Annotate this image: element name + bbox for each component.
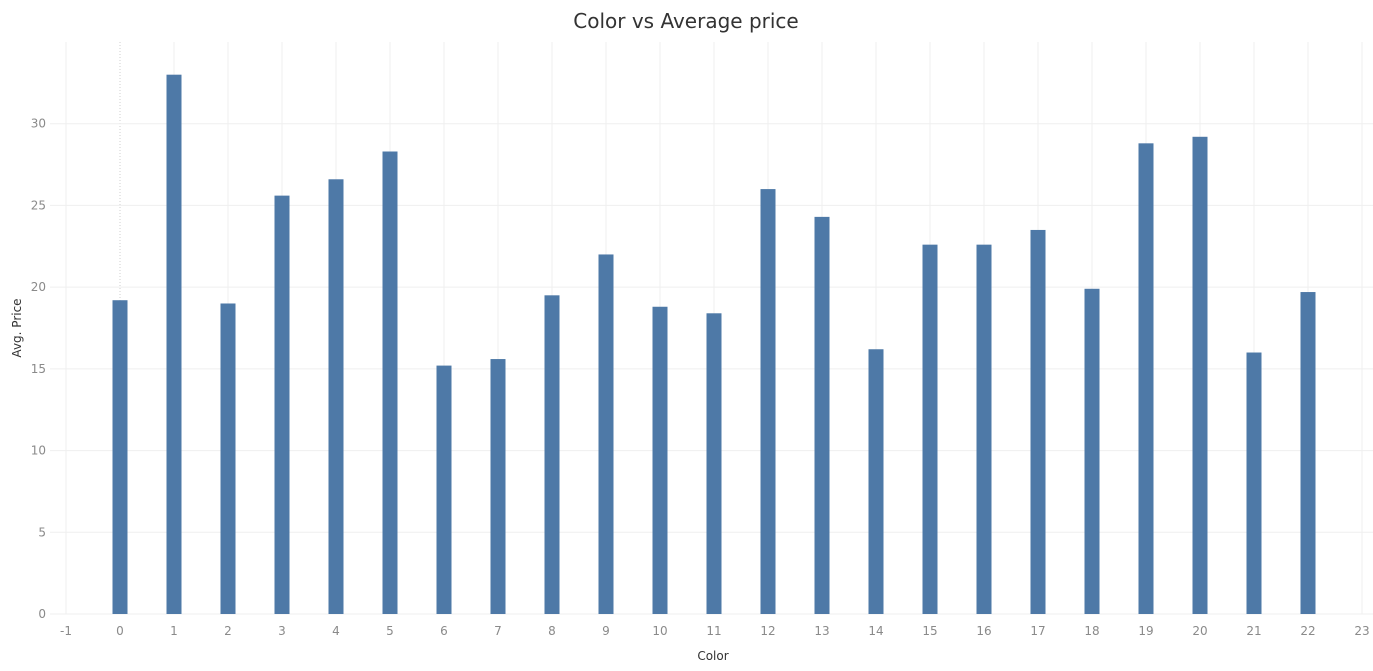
x-tick-label: 3	[278, 624, 286, 638]
x-tick-label: 7	[494, 624, 502, 638]
y-axis-ticks: 0 5 10 15 20 25 30	[31, 117, 46, 621]
x-tick-label: 21	[1246, 624, 1261, 638]
bar	[544, 295, 560, 614]
x-tick-label: 19	[1138, 624, 1153, 638]
bar	[1192, 136, 1208, 614]
x-tick-label: 16	[976, 624, 991, 638]
x-tick-label: 5	[386, 624, 394, 638]
x-tick-label: 17	[1030, 624, 1045, 638]
bar	[1030, 229, 1046, 614]
bars	[112, 74, 1316, 615]
x-axis-label: Color	[697, 649, 728, 663]
x-tick-label: 2	[224, 624, 232, 638]
bar	[1300, 292, 1316, 614]
bar	[1138, 143, 1154, 614]
bar	[760, 189, 776, 615]
x-tick-label: 6	[440, 624, 448, 638]
y-tick-label: 5	[38, 525, 46, 539]
y-axis-label: Avg. Price	[10, 298, 24, 357]
bar	[706, 313, 722, 614]
x-axis-ticks: -1 0 1 2 3 4 5 6 7 8 9 10 11 12 13 14 15 16 17 18 19 20 21 22 23	[60, 624, 1370, 638]
x-tick-label: 22	[1300, 624, 1315, 638]
bar	[220, 303, 236, 614]
x-tick-label: 11	[706, 624, 721, 638]
bar	[814, 216, 830, 614]
bar	[652, 306, 668, 614]
y-tick-label: 30	[31, 117, 46, 131]
x-tick-label: 18	[1084, 624, 1099, 638]
bar	[976, 244, 992, 614]
bar	[274, 195, 290, 614]
x-tick-label: 9	[602, 624, 610, 638]
x-tick-label: 12	[760, 624, 775, 638]
bar	[328, 179, 344, 614]
bar	[922, 244, 938, 614]
bar	[382, 151, 398, 615]
bar	[598, 254, 614, 614]
x-tick-label: 8	[548, 624, 556, 638]
x-tick-label: -1	[60, 624, 72, 638]
x-tick-label: 20	[1192, 624, 1207, 638]
x-tick-label: 13	[814, 624, 829, 638]
x-tick-label: 1	[170, 624, 178, 638]
y-tick-label: 10	[31, 444, 46, 458]
x-tick-label: 23	[1354, 624, 1369, 638]
y-tick-label: 0	[38, 607, 46, 621]
bar	[436, 365, 452, 614]
bar	[1084, 288, 1100, 614]
bar	[112, 300, 128, 614]
bar	[166, 74, 182, 614]
chart-title: Color vs Average price	[573, 9, 798, 33]
y-tick-label: 15	[31, 362, 46, 376]
bar	[868, 349, 884, 614]
y-tick-label: 25	[31, 198, 46, 212]
y-tick-label: 20	[31, 280, 46, 294]
x-tick-label: 4	[332, 624, 340, 638]
x-tick-label: 15	[922, 624, 937, 638]
bar	[490, 359, 506, 614]
x-tick-label: 0	[116, 624, 124, 638]
x-tick-label: 10	[652, 624, 667, 638]
bar	[1246, 352, 1262, 614]
x-tick-label: 14	[868, 624, 883, 638]
